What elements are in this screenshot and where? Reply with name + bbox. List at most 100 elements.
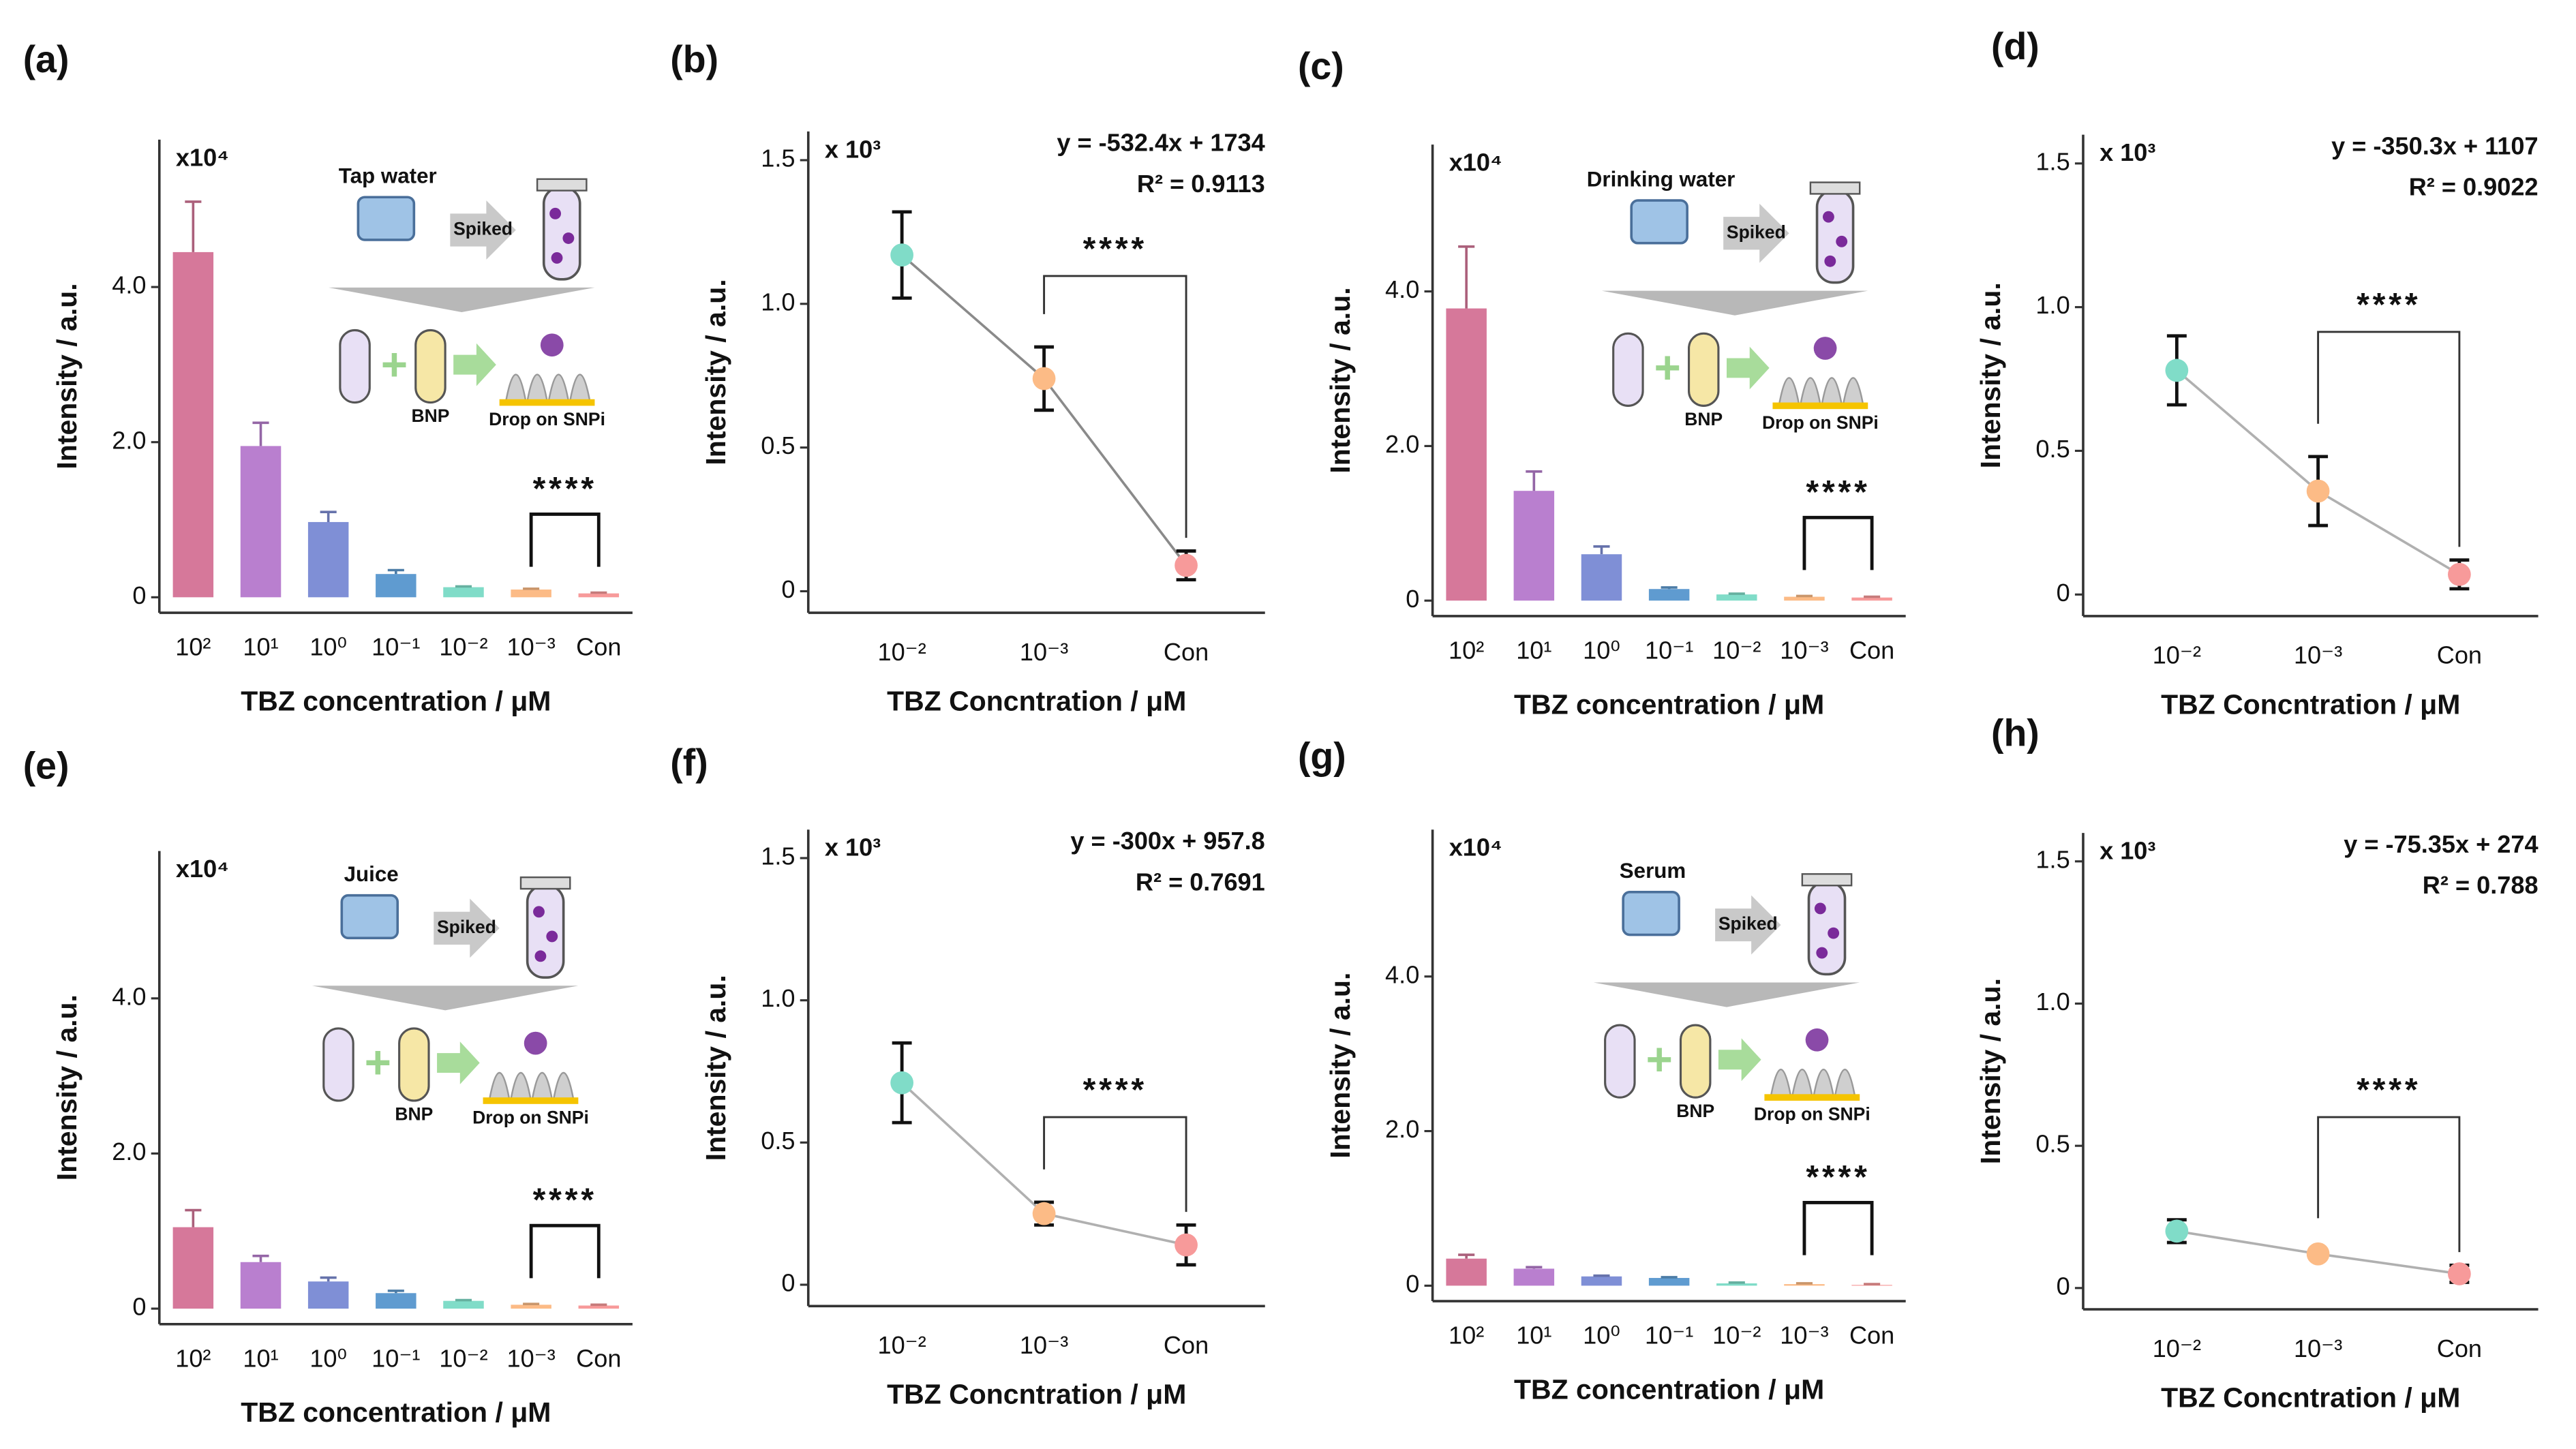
y-tick-label: 4.0 — [1385, 275, 1419, 303]
grey-arrow — [434, 898, 500, 958]
substrate — [1772, 402, 1868, 410]
bnp-label: BNP — [1676, 1101, 1714, 1121]
significance-label: **** — [1806, 1159, 1870, 1195]
sample-tube — [339, 329, 371, 404]
x-tick-label: Con — [2437, 641, 2482, 669]
significance-label: **** — [2357, 286, 2421, 323]
panel-label: (a) — [23, 38, 70, 80]
data-point — [2165, 359, 2189, 382]
y-tick-label: 1.5 — [761, 144, 795, 172]
y-tick-label: 0.5 — [761, 1127, 795, 1155]
significance-bracket — [1043, 1116, 1187, 1212]
data-point — [2306, 1242, 2330, 1266]
data-point — [1032, 367, 1056, 391]
nanopillar — [526, 373, 548, 401]
x-tick-label: 10² — [175, 1344, 211, 1372]
panel-label: (d) — [1991, 25, 2040, 67]
y-axis-title: Intensity / a.u. — [1975, 282, 2006, 468]
plus-sign: + — [1654, 343, 1681, 394]
data-point — [2448, 562, 2471, 586]
error-bar — [455, 1298, 472, 1302]
grey-arrow — [450, 200, 516, 260]
error-bar — [320, 1276, 337, 1282]
r-squared: R² = 0.788 — [2423, 871, 2539, 899]
inset-illustration: Tap water Spiked +BNP Drop on SNPi — [329, 164, 605, 429]
bar — [1851, 597, 1892, 601]
error-bar — [387, 568, 404, 575]
analyte-dot — [1816, 947, 1828, 959]
x-tick-label: Con — [1849, 1322, 1894, 1349]
error-bar — [523, 588, 540, 590]
fit-equation: y = -300x + 957.8 — [1070, 827, 1264, 855]
x-axis-title: TBZ Concntration / μM — [887, 685, 1186, 716]
analyte-dot — [1822, 211, 1834, 223]
nanopillar — [1813, 1069, 1834, 1096]
y-tick-label: 0 — [1406, 1270, 1419, 1298]
analyte-dot — [1836, 235, 1848, 247]
x-axis-title: TBZ concentration / μM — [241, 1397, 551, 1428]
y-axis-title: Intensity / a.u. — [51, 283, 82, 469]
panel-label: (c) — [1298, 45, 1344, 87]
nanopillar — [510, 1072, 532, 1099]
tube-cap — [536, 178, 588, 192]
analyte-cluster — [540, 333, 564, 357]
error-bar — [523, 1302, 540, 1306]
y-tick-label: 1.0 — [2035, 988, 2070, 1016]
x-tick-label: 10⁰ — [309, 1344, 347, 1372]
data-point — [2165, 1219, 2189, 1243]
x-tick-label: 10⁰ — [309, 633, 347, 661]
spiked-label: Spiked — [437, 917, 496, 937]
analyte-dot — [562, 232, 575, 244]
analyte-dot — [1814, 902, 1826, 915]
y-tick-label: 4.0 — [112, 271, 146, 299]
drop-label: Drop on SNPi — [1762, 412, 1879, 433]
r-squared: R² = 0.9022 — [2409, 173, 2539, 201]
grey-arrow — [1723, 203, 1789, 263]
fit-equation: y = -75.35x + 274 — [2344, 830, 2538, 858]
bnp-label: BNP — [395, 1104, 433, 1125]
inset-title: Juice — [344, 862, 399, 886]
y-axis-title: Intensity / a.u. — [700, 975, 731, 1161]
x-tick-label: 10² — [175, 633, 211, 661]
x-axis-title: TBZ concentration / μM — [241, 685, 551, 716]
error-bar — [252, 1254, 269, 1262]
significance-label: **** — [533, 1182, 597, 1219]
x-tick-label: 10⁻¹ — [372, 1344, 420, 1372]
error-bar — [1864, 1283, 1881, 1285]
nanopillar — [553, 1072, 575, 1099]
x-tick-label: 10⁻¹ — [1645, 1322, 1693, 1349]
x-tick-label: 10² — [1449, 1322, 1484, 1349]
y-axis-title: Intensity / a.u. — [51, 994, 82, 1180]
green-arrow — [453, 343, 496, 386]
funnel-arrow — [329, 287, 595, 312]
green-arrow — [1726, 346, 1770, 390]
error-bar — [455, 585, 472, 588]
y-tick-label: 2.0 — [112, 426, 146, 454]
bar — [1513, 1268, 1555, 1286]
x-tick-label: Con — [1164, 1331, 1209, 1359]
analyte-cluster — [1805, 1028, 1829, 1052]
y-tick-label: 4.0 — [112, 982, 146, 1010]
bar — [1446, 1258, 1487, 1286]
y-unit: x10⁴ — [1449, 149, 1502, 177]
nanopillar — [1834, 1069, 1856, 1096]
source-icon — [1630, 199, 1688, 245]
significance-label: **** — [2357, 1072, 2421, 1109]
x-tick-label: 10⁻² — [877, 1331, 926, 1359]
bnp-tube — [1687, 332, 1720, 407]
y-unit: x 10³ — [825, 135, 881, 163]
nanopillar — [531, 1072, 553, 1099]
error-bar — [1458, 1253, 1475, 1259]
data-point — [890, 243, 914, 267]
y-tick-label: 1.5 — [761, 842, 795, 870]
significance-bracket — [1802, 515, 1874, 570]
inset-title: Drinking water — [1587, 167, 1736, 191]
x-tick-label: 10⁻³ — [2294, 641, 2342, 669]
bar — [578, 1305, 620, 1309]
y-tick-label: 0.5 — [761, 431, 795, 459]
x-tick-label: 10⁻² — [2153, 641, 2201, 669]
significance-label: **** — [1806, 474, 1870, 510]
x-axis-title: TBZ Concntration / μM — [887, 1379, 1186, 1410]
bar — [1581, 1276, 1622, 1286]
tube-cap — [519, 876, 571, 890]
